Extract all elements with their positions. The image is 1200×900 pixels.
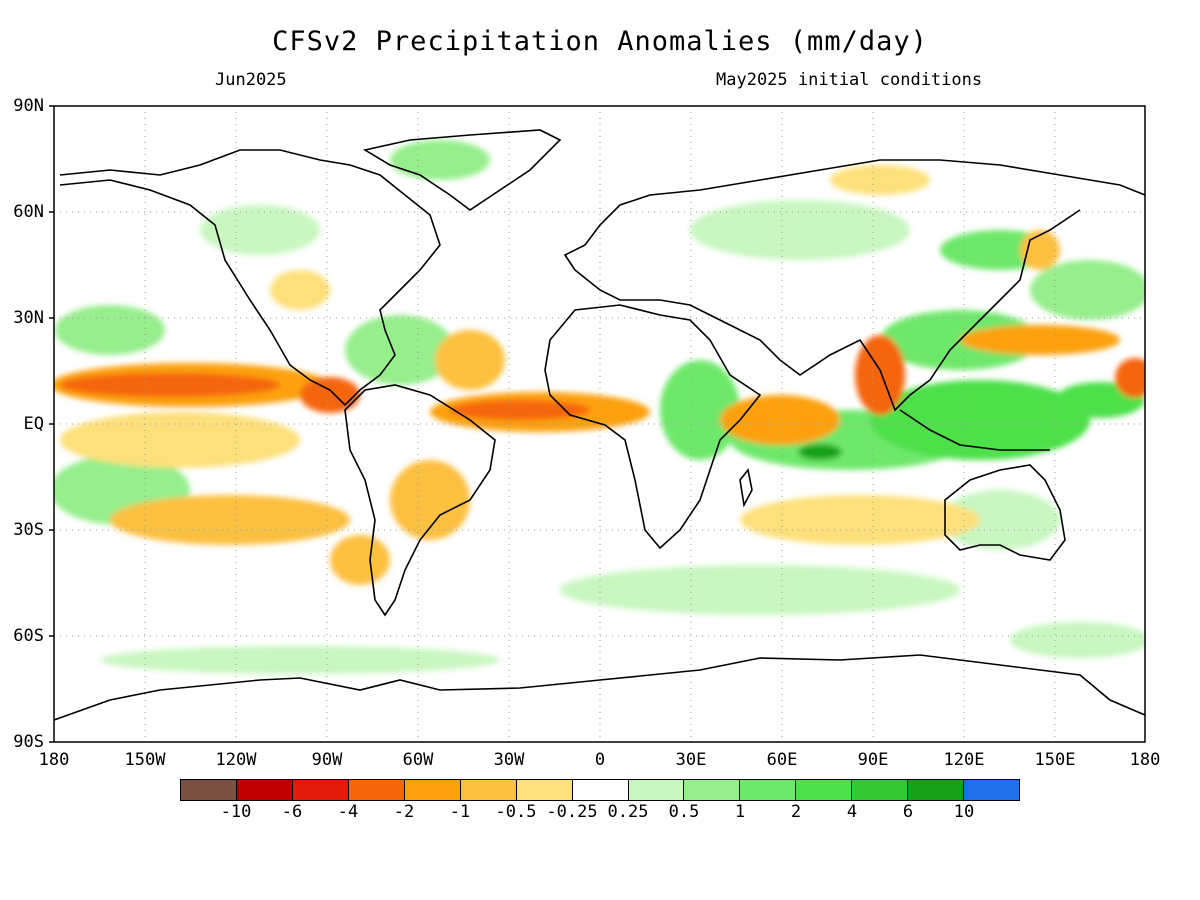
map-title: CFSv2 Precipitation Anomalies (mm/day) <box>272 26 928 57</box>
lon-label: 60E <box>766 750 798 770</box>
colorbar-swatch <box>292 780 349 800</box>
lat-label: EQ <box>23 414 44 434</box>
colorbar-label: 2 <box>790 802 802 822</box>
lon-label: 150W <box>124 750 166 770</box>
colorbar-swatch <box>740 780 797 800</box>
colorbar-label: 10 <box>953 802 975 822</box>
lat-label: 30N <box>13 308 44 328</box>
colorbar-label: -10 <box>220 802 252 822</box>
colorbar-label: -1 <box>449 802 471 822</box>
colorbar-label: 0.25 <box>607 802 649 822</box>
colorbar-swatch <box>796 780 853 800</box>
colorbar-swatch <box>236 780 293 800</box>
lat-label: 30S <box>13 520 44 540</box>
colorbar-swatch <box>516 780 573 800</box>
lon-label: 120E <box>943 750 985 770</box>
initial-conditions-label: May2025 initial conditions <box>716 70 983 90</box>
colorbar-swatch <box>852 780 909 800</box>
coastlines <box>54 129 1145 721</box>
colorbar-label: 4 <box>846 802 858 822</box>
lon-label: 30W <box>493 750 525 770</box>
valid-month-label: Jun2025 <box>215 70 287 90</box>
colorbar-swatch <box>460 780 517 800</box>
colorbar-swatch <box>908 780 965 800</box>
colorbar-label: 6 <box>902 802 914 822</box>
colorbar-label: 1 <box>734 802 746 822</box>
lon-label: 0 <box>594 750 606 770</box>
colorbar-swatch <box>628 780 685 800</box>
lon-label: 90W <box>311 750 343 770</box>
lat-label: 90S <box>13 732 44 752</box>
colorbar-swatch <box>684 780 741 800</box>
lon-label: 30E <box>675 750 707 770</box>
colorbar-swatch <box>348 780 405 800</box>
anomaly-field <box>54 140 1145 674</box>
colorbar-swatch <box>181 780 237 800</box>
lon-label: 180 <box>38 750 70 770</box>
lat-label: 60S <box>13 626 44 646</box>
colorbar <box>180 779 1020 801</box>
colorbar-label: -6 <box>281 802 303 822</box>
lon-label: 120W <box>215 750 257 770</box>
colorbar-swatch <box>404 780 461 800</box>
colorbar-swatch <box>964 780 1020 800</box>
colorbar-label: 0.5 <box>668 802 700 822</box>
colorbar-swatch <box>572 780 629 800</box>
colorbar-label: -2 <box>393 802 415 822</box>
colorbar-label: -4 <box>337 802 359 822</box>
lon-label: 180 <box>1129 750 1161 770</box>
colorbar-label: -0.5 <box>495 802 537 822</box>
lat-label: 60N <box>13 202 44 222</box>
colorbar-label: -0.25 <box>546 802 598 822</box>
lon-label: 60W <box>402 750 434 770</box>
lon-label: 150E <box>1034 750 1076 770</box>
lon-label: 90E <box>857 750 889 770</box>
lat-label: 90N <box>13 96 44 116</box>
